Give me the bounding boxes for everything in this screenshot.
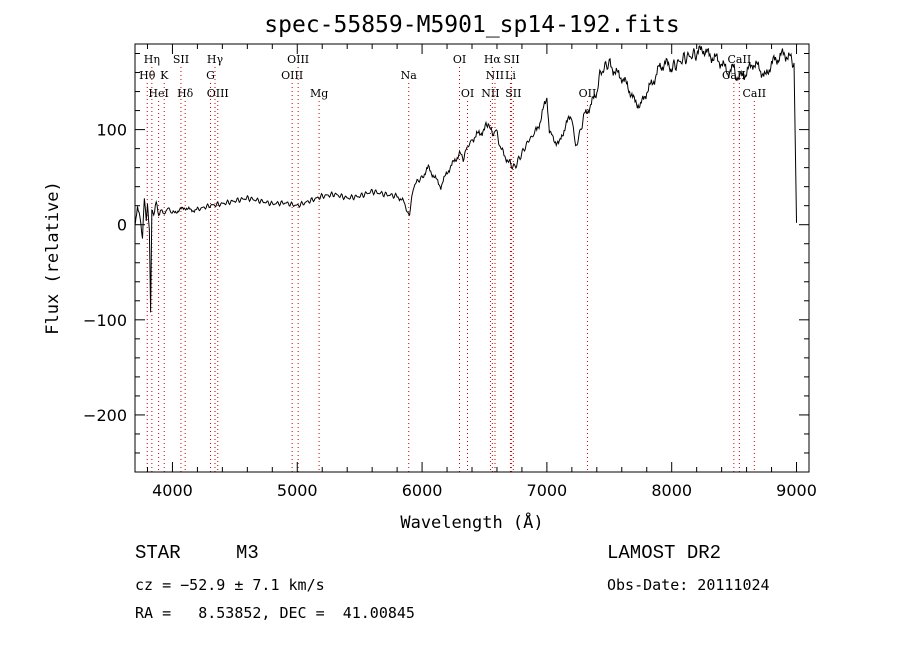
object-subclass: M3 (236, 542, 259, 564)
line-marker-label: CaII (728, 53, 752, 66)
x-tick-label: 6000 (402, 481, 443, 500)
obs-date: Obs-Date: 20111024 (607, 576, 770, 594)
x-tick-label: 8000 (651, 481, 692, 500)
line-marker-label: Hθ (139, 69, 156, 82)
plot-frame (134, 43, 810, 473)
x-tick-label: 7000 (527, 481, 568, 500)
line-marker-label: OIII (281, 69, 303, 82)
line-marker-label: Hη (144, 53, 160, 66)
line-marker-label: CaII (742, 87, 766, 100)
line-marker-label: OII (579, 87, 597, 100)
line-marker-label: Hδ (177, 87, 194, 100)
line-marker-label: Na (401, 69, 418, 82)
redshift-text: cz = −52.9 ± 7.1 km/s (135, 576, 325, 594)
survey-name: LAMOST DR2 (607, 542, 722, 564)
y-tick-label: 0 (117, 216, 127, 235)
line-marker-label: OI (453, 53, 466, 66)
x-tick-label: 4000 (152, 481, 193, 500)
x-axis-label: Wavelength (Å) (400, 511, 543, 533)
emission-line-markers (146, 67, 755, 472)
line-marker-label: NII (481, 87, 499, 100)
y-tick-label: −100 (83, 311, 127, 330)
line-marker-label: Mg (310, 87, 328, 100)
object-class: STAR (135, 542, 181, 564)
line-marker-label: Hα (484, 53, 502, 66)
y-tick-label: −200 (83, 406, 127, 425)
coordinates-text: RA = 8.53852, DEC = 41.00845 (135, 604, 415, 622)
line-marker-label: HeI (148, 87, 168, 100)
line-marker-label: G (206, 69, 215, 82)
spectrum-line (134, 45, 798, 313)
line-marker-label: SII (503, 53, 519, 66)
line-marker-label: Hγ (207, 53, 224, 66)
line-marker-label: Li (505, 69, 516, 82)
y-axis-label: Flux (relative) (43, 181, 63, 335)
x-tick-label: 9000 (776, 481, 817, 500)
chart-title: spec-55859-M5901_sp14-192.fits (264, 12, 679, 38)
line-marker-label: OIII (287, 53, 309, 66)
y-tick-label: 100 (96, 121, 127, 140)
line-marker-label: K (160, 69, 169, 82)
line-marker-label: CaII (722, 69, 746, 82)
line-marker-label: SII (505, 87, 521, 100)
line-marker-label: OI (461, 87, 474, 100)
y-axis: −200 −100 0 100 (83, 53, 809, 454)
line-marker-label: OIII (207, 87, 229, 100)
x-tick-label: 5000 (277, 481, 318, 500)
spectrum-chart: spec-55859-M5901_sp14-192.fits 4000 5000 6… (43, 12, 817, 533)
line-marker-label: NII (486, 69, 504, 82)
line-marker-label: SII (173, 53, 189, 66)
x-axis: 4000 5000 6000 7000 8000 9000 (146, 44, 817, 500)
